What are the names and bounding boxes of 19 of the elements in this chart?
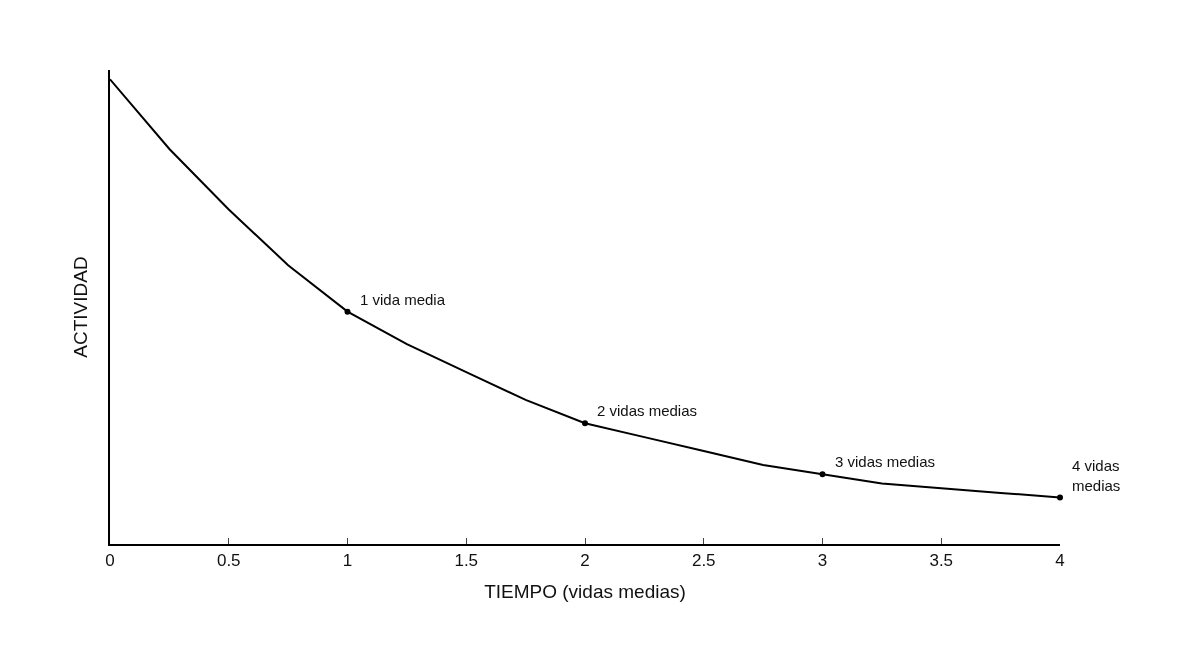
x-tick-label: 4 <box>1055 551 1065 571</box>
x-tick-label: 3 <box>817 551 828 571</box>
annotation: 2 vidas medias <box>597 402 698 419</box>
x-tick-label: 0.5 <box>216 551 241 571</box>
x-axis-title: TIEMPO (vidas medias) <box>484 580 686 602</box>
point <box>819 471 826 478</box>
point <box>344 308 351 315</box>
x-tick-label: 1 <box>342 551 353 571</box>
x-tick-label: 0 <box>105 551 115 571</box>
x-tick-label: 2 <box>580 551 590 571</box>
annotation: 1 vida media <box>360 291 446 308</box>
x-tick-label: 1.5 <box>454 551 479 571</box>
x-tick-label: 3.5 <box>929 551 954 571</box>
point <box>582 420 588 427</box>
x-tick-label: 2.5 <box>691 551 716 571</box>
annotation: 4 vidas medias <box>1072 457 1121 494</box>
y-axis-title: ACTIVIDAD <box>70 256 92 358</box>
point <box>1057 494 1063 501</box>
annotation: 3 vidas medias <box>835 453 936 470</box>
